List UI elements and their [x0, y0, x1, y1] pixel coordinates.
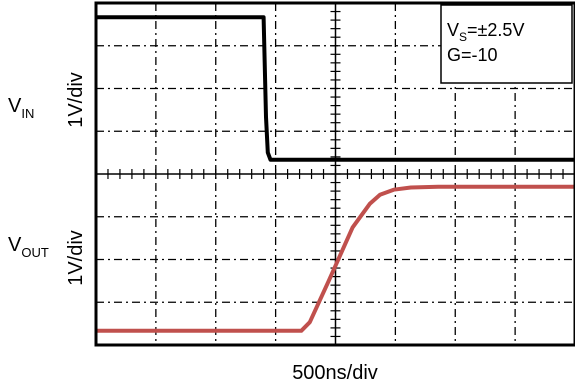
vout-label-sub: OUT	[21, 245, 49, 260]
vin-scale-label: 1V/div	[65, 72, 87, 128]
vin-label-sub: IN	[21, 106, 34, 121]
annotation-vs-sub: S	[459, 30, 467, 44]
annotation-box: VS=±2.5V G=-10	[440, 4, 573, 84]
vout-label: VOUT	[8, 234, 49, 260]
vout-label-main: V	[8, 234, 22, 256]
annotation-line-1: VS=±2.5V	[447, 20, 524, 44]
annotation-vs-value: =±2.5V	[467, 20, 524, 40]
output-trace	[96, 184, 575, 333]
vout-scale-label: 1V/div	[65, 230, 87, 286]
annotation-vs-main: V	[447, 20, 459, 40]
trace-layer	[96, 15, 575, 333]
annotation-box-frame	[440, 4, 573, 84]
plot-frame	[94, 1, 575, 347]
x-axis-label: 500ns/div	[292, 362, 378, 384]
input-trace	[96, 15, 575, 162]
grid-layer	[96, 3, 575, 345]
annotation-line-2: G=-10	[447, 45, 498, 65]
vin-label-main: V	[8, 95, 22, 117]
vin-label: VIN	[8, 95, 34, 121]
